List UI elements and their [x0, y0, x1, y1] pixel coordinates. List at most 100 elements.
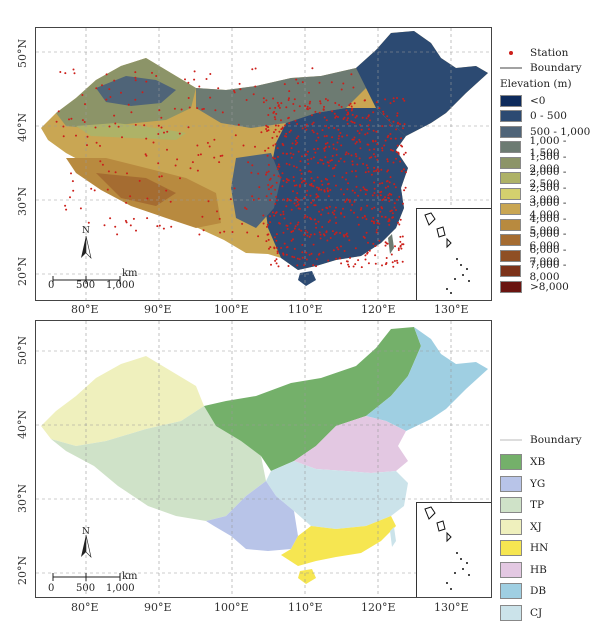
station-point — [69, 196, 71, 199]
station-point — [386, 115, 389, 118]
station-point — [273, 116, 276, 119]
station-point — [290, 147, 293, 150]
station-point — [84, 103, 86, 106]
station-point — [275, 195, 278, 198]
station-point — [302, 179, 305, 182]
station-point — [266, 223, 269, 226]
legend-region-item: TP — [500, 495, 598, 517]
station-point — [223, 230, 226, 233]
station-point — [398, 195, 401, 198]
station-point — [327, 126, 330, 129]
station-point — [296, 223, 299, 226]
station-point — [286, 228, 289, 230]
station-point — [373, 206, 376, 209]
boundary-line-icon — [500, 67, 522, 69]
station-point — [399, 235, 402, 238]
station-point — [245, 99, 248, 101]
station-point — [368, 249, 371, 252]
station-point — [367, 241, 369, 244]
station-point — [297, 203, 300, 206]
station-point — [343, 160, 346, 163]
station-point — [306, 234, 309, 237]
station-point — [357, 259, 360, 262]
station-point — [400, 170, 403, 173]
station-point — [288, 97, 290, 100]
station-point — [353, 200, 356, 203]
station-point — [291, 142, 294, 145]
station-point — [396, 198, 398, 201]
station-point — [287, 116, 290, 119]
station-point — [113, 79, 116, 82]
station-point — [280, 247, 283, 249]
station-point — [294, 143, 297, 146]
station-point — [301, 127, 304, 130]
station-point — [274, 259, 277, 262]
station-point — [310, 184, 313, 187]
legend-swatch — [500, 583, 522, 600]
station-point — [315, 226, 318, 229]
legend-swatch — [500, 187, 522, 200]
station-point — [398, 223, 401, 226]
station-point — [295, 78, 298, 81]
station-point — [293, 227, 296, 230]
station-point — [81, 119, 84, 122]
station-point — [390, 137, 392, 140]
station-point — [366, 251, 369, 254]
station-point — [273, 246, 276, 249]
station-point — [345, 151, 348, 154]
station-point — [390, 209, 393, 212]
station-point — [372, 153, 375, 156]
station-point — [394, 137, 397, 140]
station-point — [158, 175, 161, 178]
region-hn — [281, 516, 396, 566]
station-point — [367, 170, 370, 173]
station-point — [361, 116, 364, 119]
station-point — [392, 97, 395, 100]
station-point — [221, 154, 224, 157]
station-point — [367, 262, 370, 265]
station-point — [404, 171, 407, 174]
station-point — [158, 224, 161, 227]
lat-label-40n: 40°N — [16, 112, 29, 142]
station-point — [356, 130, 359, 132]
station-point — [166, 148, 168, 151]
station-point — [295, 204, 298, 207]
station-point — [323, 234, 326, 237]
station-point — [229, 198, 232, 201]
station-point — [391, 212, 394, 215]
station-point — [335, 154, 338, 156]
station-point — [312, 264, 315, 267]
station-point — [114, 225, 117, 228]
station-point — [333, 112, 336, 115]
station-point — [295, 166, 298, 169]
elevation-legend: Station Boundary Elevation (m) <0 0 - 500… — [500, 45, 598, 295]
station-point — [265, 99, 268, 102]
station-point — [395, 128, 398, 131]
station-point — [288, 122, 291, 125]
station-point — [328, 205, 331, 208]
station-point — [327, 182, 330, 185]
station-point — [310, 182, 313, 185]
station-point — [370, 220, 373, 223]
station-point — [342, 118, 345, 120]
station-point — [391, 149, 394, 152]
station-point — [390, 148, 393, 151]
station-point — [382, 110, 385, 113]
station-point — [384, 241, 387, 244]
station-point — [382, 198, 385, 201]
station-point — [365, 231, 368, 234]
station-point — [103, 224, 106, 227]
station-point — [336, 141, 339, 144]
station-point — [374, 254, 377, 257]
station-point — [213, 138, 216, 141]
legend-swatch — [500, 518, 522, 535]
station-point — [387, 194, 390, 197]
station-point — [367, 114, 370, 117]
station-point — [275, 246, 278, 249]
station-point — [340, 245, 342, 248]
station-point — [300, 177, 303, 180]
station-point — [276, 147, 279, 150]
station-point — [326, 187, 329, 190]
station-point — [397, 247, 400, 250]
station-point — [358, 138, 361, 141]
